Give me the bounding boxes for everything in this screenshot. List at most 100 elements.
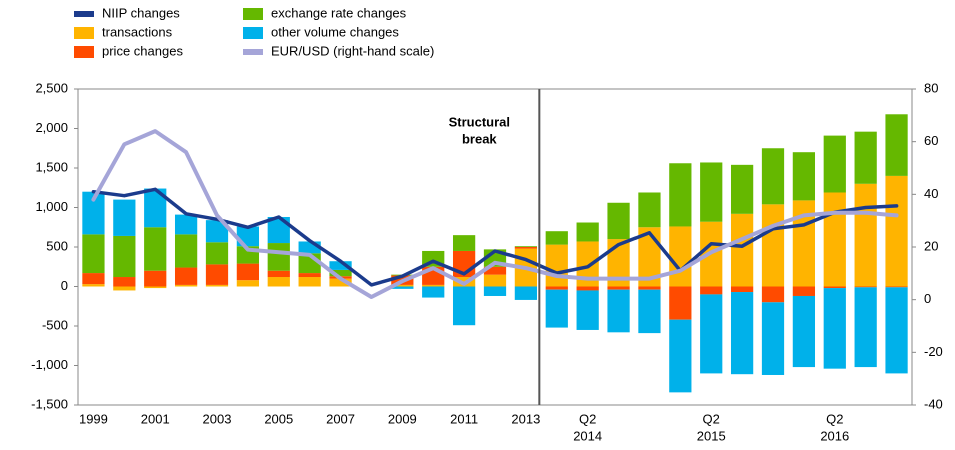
y-tick-label: -1,500 bbox=[31, 396, 68, 411]
bar-segment bbox=[483, 274, 507, 287]
bar-segment bbox=[174, 214, 198, 235]
bar-segment bbox=[422, 284, 445, 287]
x-tick-label: 2011 bbox=[450, 411, 478, 426]
bar-segment bbox=[607, 286, 630, 290]
legend-label: EUR/USD (right-hand scale) bbox=[271, 43, 434, 58]
bar-segment bbox=[514, 247, 538, 249]
y-tick-label: 0 bbox=[61, 278, 68, 293]
y2-tick-label: 40 bbox=[924, 186, 938, 201]
bar-segment bbox=[298, 241, 321, 254]
legend-label: NIIP changes bbox=[102, 5, 180, 20]
y-tick-label: 1,000 bbox=[35, 199, 68, 214]
bar-segment bbox=[329, 269, 352, 277]
y-tick-label: 2,000 bbox=[35, 120, 68, 135]
bar-segment bbox=[576, 286, 599, 291]
bar-segment bbox=[669, 319, 692, 393]
bar-segment bbox=[113, 286, 136, 291]
bar-segment bbox=[113, 235, 136, 278]
x-tick-label: 2013 bbox=[511, 411, 540, 426]
bar-segment bbox=[174, 284, 198, 287]
bar-segment bbox=[329, 278, 352, 287]
bar-segment bbox=[545, 289, 568, 328]
annotation: break bbox=[462, 131, 497, 146]
bar-segment bbox=[391, 284, 414, 287]
bar-segment bbox=[761, 148, 785, 205]
x-tick-label: 2005 bbox=[264, 411, 293, 426]
bar-segment bbox=[669, 163, 692, 227]
x-tick-label: 2003 bbox=[203, 411, 232, 426]
bar-segment bbox=[514, 246, 538, 247]
bar-segment bbox=[205, 264, 229, 285]
bar-segment bbox=[514, 286, 538, 300]
bar-segment bbox=[854, 131, 877, 184]
bar-segment bbox=[638, 289, 661, 334]
bar-segment bbox=[823, 135, 846, 193]
bar-segment bbox=[669, 226, 692, 287]
bar-segment bbox=[885, 286, 908, 288]
legend-label: other volume changes bbox=[271, 24, 399, 39]
bar-segment bbox=[113, 277, 136, 287]
bar-segment bbox=[144, 227, 167, 271]
bar-segment bbox=[730, 213, 754, 287]
bar-segment bbox=[761, 204, 785, 287]
bar-segment bbox=[792, 295, 816, 368]
legend-label: transactions bbox=[102, 24, 173, 39]
bar-segment bbox=[607, 289, 630, 333]
bar-segment bbox=[823, 192, 846, 287]
bar-segment bbox=[329, 261, 352, 270]
bar-segment bbox=[761, 302, 785, 375]
bar-segment bbox=[267, 243, 290, 271]
y-tick-label: 1,500 bbox=[35, 159, 68, 174]
bar-segment bbox=[298, 277, 321, 287]
bar-segment bbox=[792, 152, 816, 201]
bar-segment bbox=[144, 286, 167, 289]
x-tick-label: Q2 bbox=[579, 411, 596, 426]
bar-segment bbox=[205, 284, 229, 287]
x-tick-label: 1999 bbox=[79, 411, 108, 426]
y-tick-label: -1,000 bbox=[31, 357, 68, 372]
bar-segment bbox=[885, 175, 908, 287]
bar-segment bbox=[144, 270, 167, 287]
bar-segment bbox=[298, 273, 321, 278]
bar-segment bbox=[483, 266, 507, 275]
line-series bbox=[91, 187, 899, 287]
y2-tick-label: -40 bbox=[924, 396, 943, 411]
bar-segment bbox=[545, 286, 568, 290]
bar-segment bbox=[82, 234, 105, 274]
bar-segment bbox=[885, 114, 908, 176]
bar-segment bbox=[700, 286, 723, 295]
bar-segment bbox=[792, 286, 816, 296]
bar-segment bbox=[483, 286, 507, 296]
x-tick-label: 2015 bbox=[697, 428, 726, 443]
bar-segment bbox=[669, 286, 692, 320]
bar-segment bbox=[113, 199, 136, 236]
bar-segment bbox=[391, 286, 414, 289]
bar-segment bbox=[576, 241, 599, 287]
legend-swatch bbox=[243, 27, 263, 39]
y-tick-label: 2,500 bbox=[35, 80, 68, 95]
legend-swatch bbox=[243, 49, 263, 55]
x-tick-label: 2001 bbox=[141, 411, 170, 426]
bar-segment bbox=[205, 242, 229, 265]
bar-segment bbox=[82, 273, 105, 285]
bar-segment bbox=[854, 286, 877, 288]
bar-segment bbox=[700, 294, 723, 374]
legend-swatch bbox=[74, 46, 94, 58]
bar-segment bbox=[267, 277, 290, 287]
bar-segment bbox=[82, 284, 105, 287]
legend-swatch bbox=[243, 8, 263, 20]
bar-segment bbox=[144, 188, 167, 228]
bar-segment bbox=[236, 280, 260, 287]
y2-tick-label: 80 bbox=[924, 80, 938, 95]
x-tick-label: 2009 bbox=[388, 411, 417, 426]
y2-tick-label: 60 bbox=[924, 133, 938, 148]
bar-segment bbox=[854, 183, 877, 287]
bar-segment bbox=[82, 191, 105, 235]
bar-segment bbox=[576, 222, 599, 242]
bar-segment bbox=[885, 287, 908, 374]
bar-segment bbox=[545, 231, 568, 245]
bar-segment bbox=[576, 290, 599, 330]
bar-segment bbox=[452, 235, 476, 251]
